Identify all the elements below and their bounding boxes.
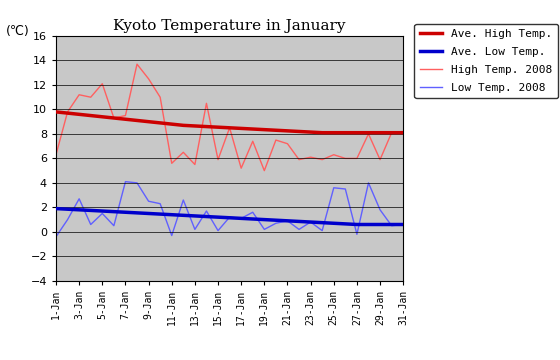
Title: Kyoto Temperature in January: Kyoto Temperature in January xyxy=(113,19,346,33)
Legend: Ave. High Temp., Ave. Low Temp., High Temp. 2008, Low Temp. 2008: Ave. High Temp., Ave. Low Temp., High Te… xyxy=(414,23,558,98)
Text: (℃): (℃) xyxy=(6,25,29,38)
